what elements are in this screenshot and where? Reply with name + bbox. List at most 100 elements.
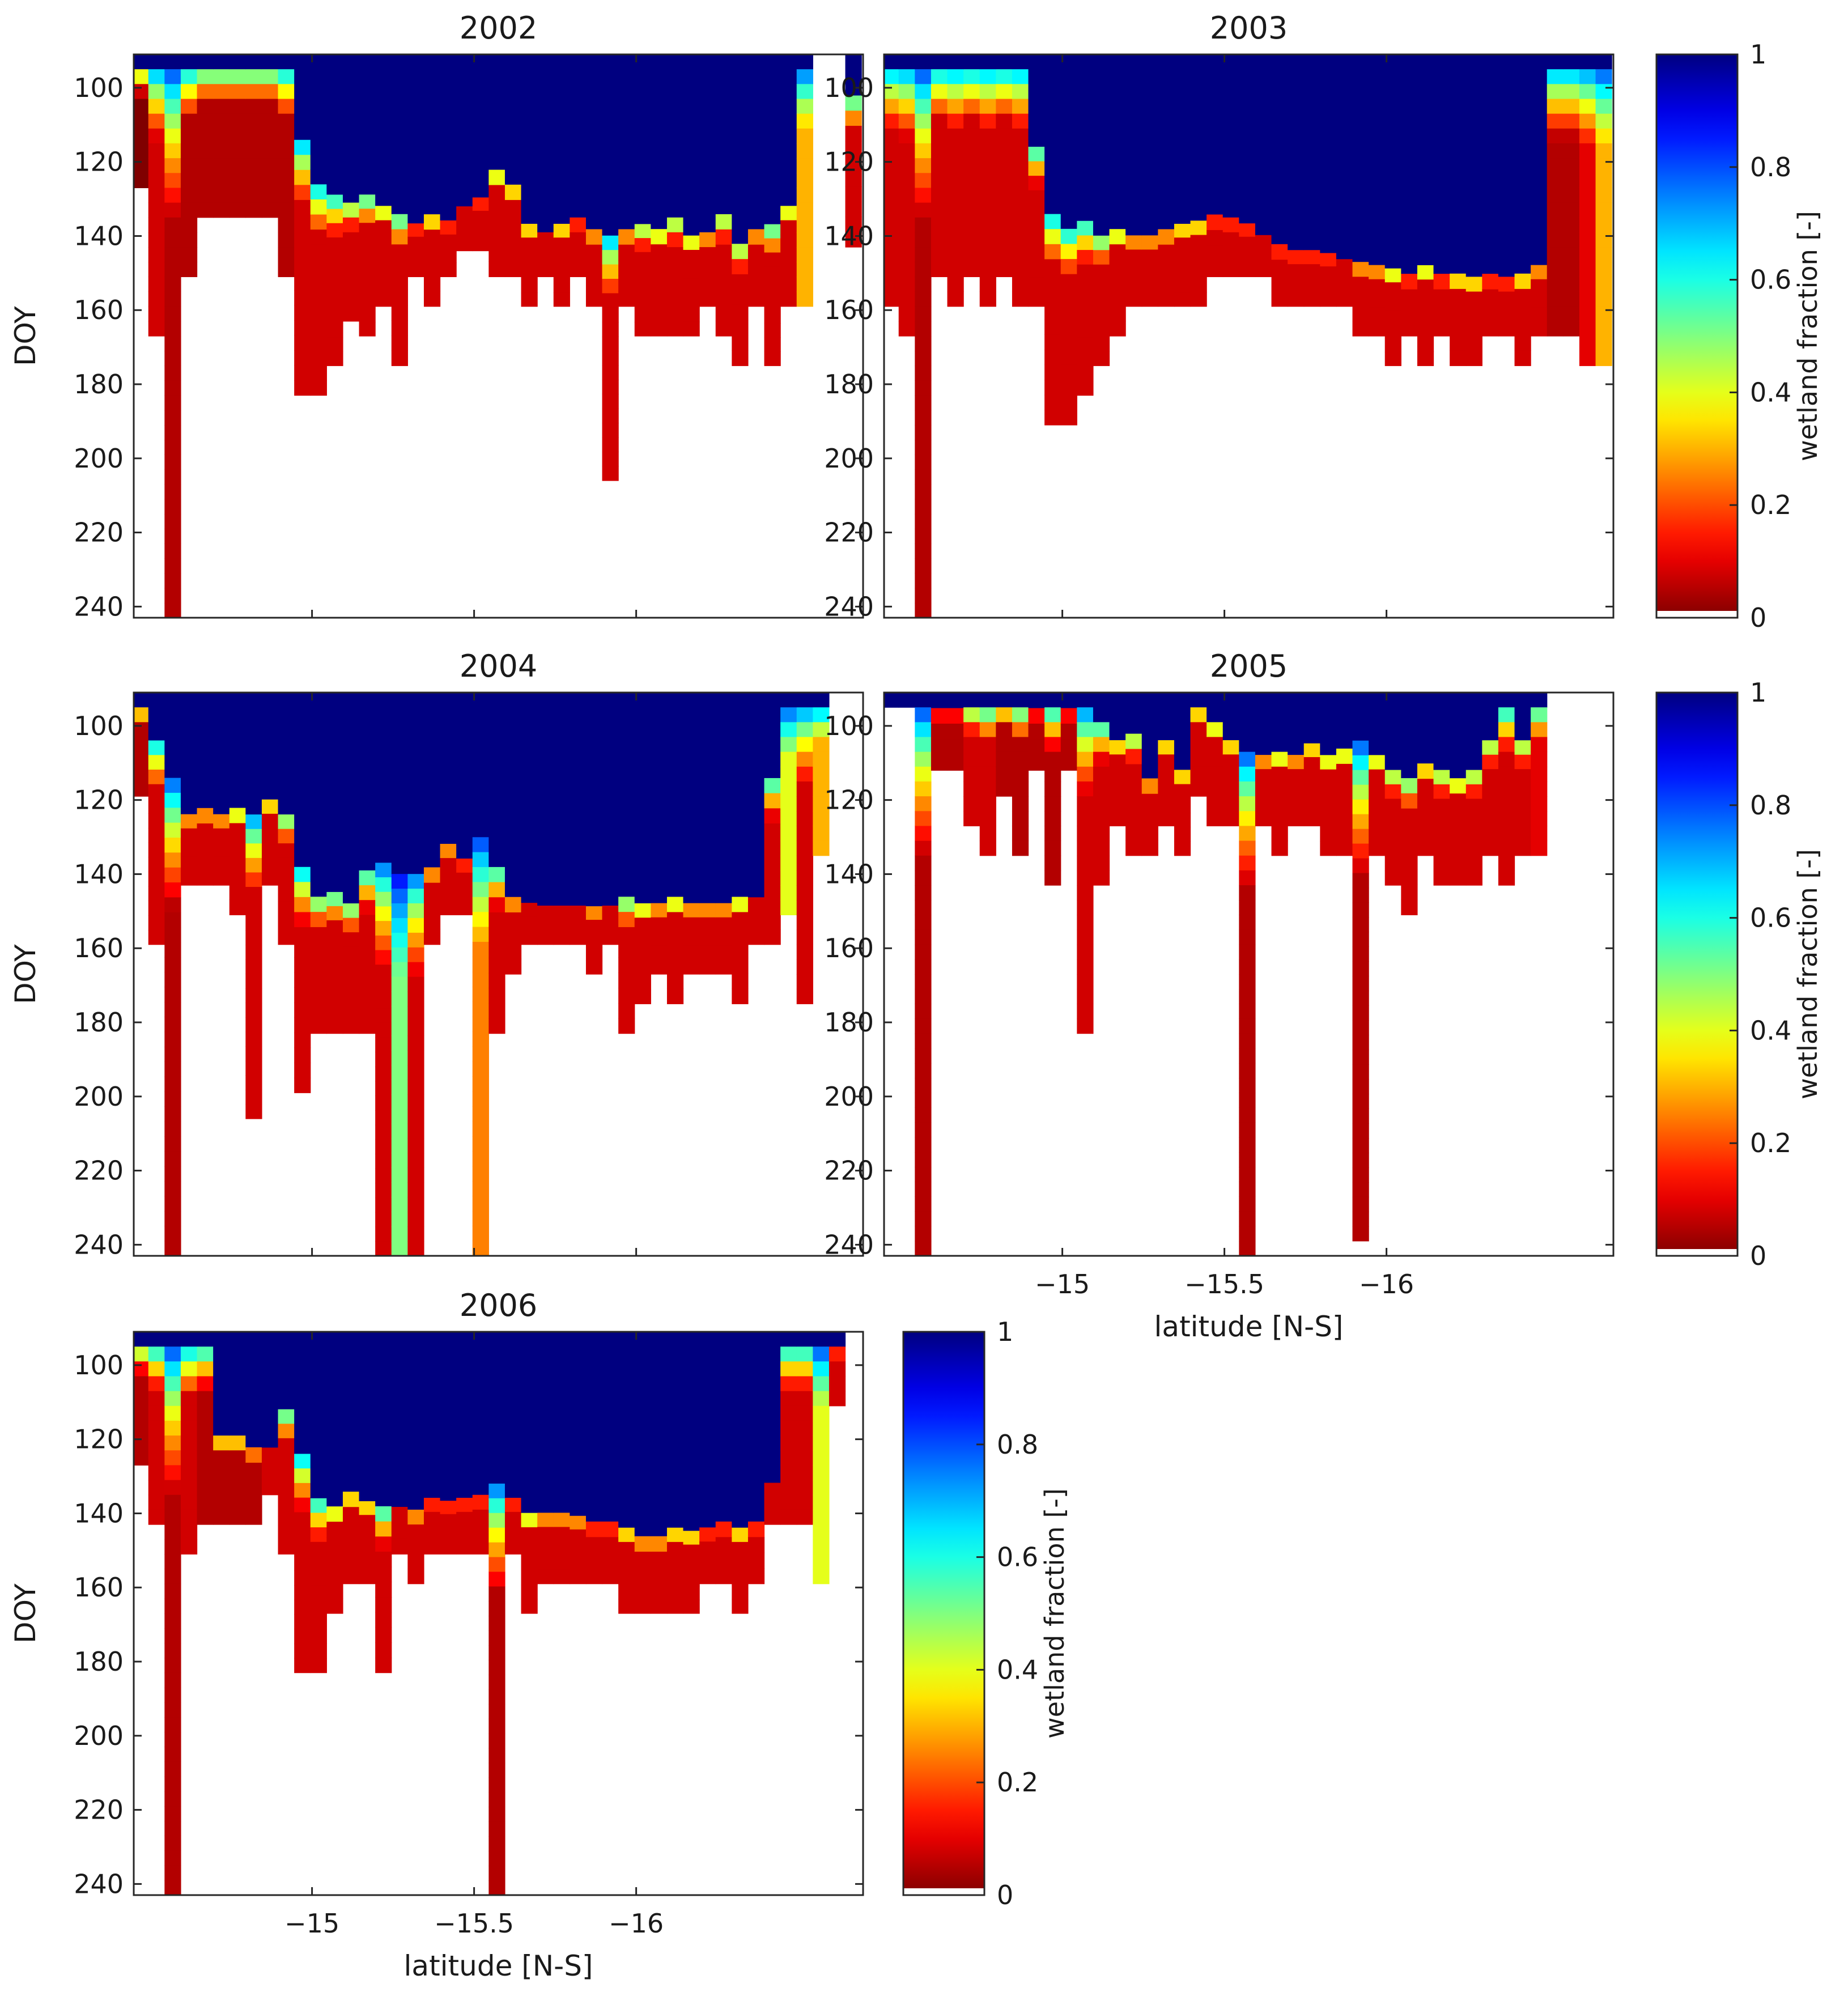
heatmap-cell (1077, 811, 1094, 827)
heatmap-cell (326, 1491, 343, 1507)
heatmap-cell (245, 202, 262, 218)
flooded-cell (1465, 54, 1482, 262)
heatmap-cell (1417, 763, 1434, 779)
heatmap-cell (326, 1522, 343, 1537)
heatmap-cell (1531, 811, 1548, 827)
heatmap-cell (1060, 349, 1077, 366)
flooded-cell (537, 693, 554, 893)
heatmap-column (229, 1332, 246, 1525)
heatmap-cell (1369, 321, 1386, 337)
heatmap-cell (407, 1182, 424, 1197)
heatmap-cell (915, 1078, 932, 1093)
heatmap-cell (440, 1487, 457, 1501)
heatmap-cell (634, 294, 651, 309)
heatmap-cell (1336, 259, 1353, 275)
heatmap-column (294, 693, 311, 1093)
heatmap-cell (570, 232, 587, 248)
heatmap-cell (407, 889, 424, 904)
heatmap-cell (602, 235, 619, 250)
heatmap-column (915, 54, 932, 618)
heatmap-cell (375, 965, 392, 980)
panel-title: 2006 (460, 1288, 537, 1323)
flooded-cell (570, 693, 587, 893)
heatmap-cell (585, 947, 603, 961)
heatmap-column (310, 1332, 327, 1674)
heatmap-cell (683, 1599, 700, 1614)
heatmap-cell (1028, 248, 1045, 264)
heatmap-cell (570, 893, 587, 906)
heatmap-cell (342, 232, 360, 248)
heatmap-cell (1158, 275, 1175, 292)
heatmap-cell (1077, 885, 1094, 901)
heatmap-cell (148, 262, 165, 277)
flooded-cell (553, 693, 570, 893)
heatmap-cell (1498, 870, 1515, 886)
heatmap-cell (780, 278, 797, 292)
heatmap-cell (996, 99, 1013, 114)
y-axis-label: DOY (9, 1583, 42, 1643)
heatmap-cell (764, 323, 781, 338)
heatmap-cell (553, 237, 570, 252)
heatmap-column (634, 54, 651, 337)
colorbar-frame (1655, 691, 1739, 1257)
heatmap-cell (585, 961, 603, 975)
heatmap-cell (915, 277, 932, 292)
heatmap-cell (310, 365, 327, 381)
heatmap-cell (1239, 826, 1256, 842)
heatmap-cell (780, 1376, 797, 1392)
heatmap-cell (359, 251, 376, 266)
heatmap-cell (148, 188, 165, 203)
heatmap-cell (813, 781, 830, 797)
heatmap-column (1222, 54, 1239, 277)
heatmap-cell (1336, 825, 1353, 841)
heatmap-cell (229, 202, 246, 218)
heatmap-column (375, 693, 392, 1256)
heatmap-cell (796, 885, 813, 901)
heatmap-cell (931, 84, 948, 100)
heatmap-cell (813, 1524, 830, 1540)
heatmap-cell (602, 293, 619, 308)
heatmap-cell (1271, 766, 1288, 782)
heatmap-cell (375, 1168, 392, 1184)
heatmap-cell (164, 792, 181, 808)
heatmap-cell (634, 266, 651, 281)
colorbar-tick-label: 0.6 (1750, 265, 1791, 295)
heatmap-cell (1206, 722, 1223, 738)
heatmap-cell (1563, 217, 1580, 233)
heatmap-cell (1336, 290, 1353, 307)
flooded-cell (521, 1332, 538, 1499)
flooded-cell (1093, 693, 1110, 708)
heatmap-cell (780, 263, 797, 278)
heatmap-cell (1531, 293, 1548, 308)
heatmap-cell (1012, 143, 1029, 159)
heatmap-cell (488, 1718, 505, 1734)
heatmap-cell (683, 1544, 700, 1559)
flooded-cell (537, 54, 554, 218)
heatmap-cell (1595, 336, 1612, 351)
heatmap-cell (472, 1001, 489, 1017)
heatmap-cells (884, 54, 1612, 618)
heatmap-cell (375, 278, 392, 292)
heatmap-cell (618, 229, 635, 245)
heatmap-cell (1320, 827, 1337, 842)
heatmap-cell (488, 1689, 505, 1705)
heatmap-cell (947, 173, 964, 189)
heatmap-cell (1384, 770, 1401, 785)
heatmap-cell (245, 988, 262, 1004)
heatmap-column (1174, 54, 1191, 307)
heatmap-cell (1271, 781, 1288, 797)
heatmap-cell (1060, 259, 1077, 275)
heatmap-cell (1206, 707, 1223, 723)
heatmap-cell (618, 1527, 635, 1543)
heatmap-cell (764, 266, 781, 282)
heatmap-cell (197, 128, 214, 144)
heatmap-cell (780, 781, 797, 797)
heatmap-cell (488, 1733, 505, 1749)
heatmap-cell (197, 1450, 214, 1466)
heatmap-cell (796, 796, 813, 812)
heatmap-cell (796, 113, 813, 129)
flooded-cell (1077, 54, 1094, 207)
heatmap-cell (1336, 840, 1353, 856)
heatmap-cell (915, 513, 932, 529)
heatmap-cell (197, 188, 214, 203)
